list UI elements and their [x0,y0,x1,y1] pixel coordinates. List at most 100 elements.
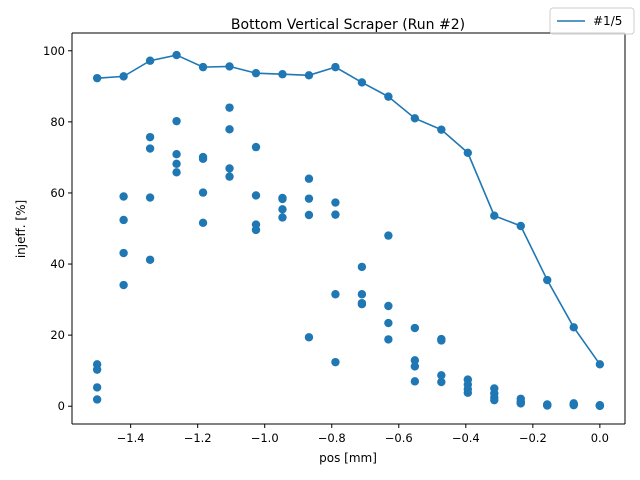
y-tick-label: 20 [50,328,65,342]
x-tick-label: −1.2 [184,431,212,445]
y-axis-ticks: 0 20 40 60 80 100 [43,44,72,413]
scatter-point [145,144,155,153]
y-axis-label: injeff. [%] [14,200,28,258]
scatter-point [92,395,102,404]
legend: #1/5 [549,7,635,35]
line-marker [225,62,234,71]
plot-area [72,33,625,424]
line-marker [251,68,261,78]
line-marker [172,50,181,60]
scatter-point [304,174,314,183]
scatter-point [410,362,420,371]
line-marker [384,92,393,101]
scatter-point [437,371,446,380]
x-axis-label: pos [mm] [319,451,377,465]
line-marker [463,148,473,157]
scatter-point [543,401,552,410]
line-marker [198,62,208,72]
scatter-point [225,103,234,112]
scatter-point [304,210,314,220]
scatter-point [357,300,367,309]
line-marker [595,360,605,369]
scatter-point [278,213,287,222]
y-tick-label: 100 [43,44,65,58]
line-marker [145,56,155,65]
scatter-point [384,231,393,240]
scatter-point [119,248,128,258]
scatter-point [384,301,393,311]
line-marker [569,323,578,332]
scatter-point [92,383,102,392]
chart-title: Bottom Vertical Scraper (Run #2) [231,17,465,33]
scatter-point [145,255,155,264]
line-marker [410,114,420,123]
y-tick-label: 0 [58,399,65,413]
scatter-point [463,388,473,397]
y-tick-label: 40 [50,257,65,271]
scatter-point [198,218,208,228]
scatter-point [172,116,181,126]
scatter-point [251,142,261,152]
x-tick-label: −0.8 [318,431,346,445]
scatter-point [331,357,340,367]
series-line [97,54,601,365]
scatter-point [304,333,314,342]
scatter-point [410,356,420,365]
x-tick-label: −0.2 [519,431,547,445]
scatter-point [225,172,234,181]
data-layer [92,50,605,411]
y-tick-label: 80 [50,115,65,129]
scatter-point [304,194,314,203]
scatter-point [331,210,340,219]
scatter-point [357,290,367,299]
x-tick-label: −1.4 [117,431,145,445]
scatter-point [225,125,234,134]
line-marker [331,62,340,72]
scatter-point [119,215,128,225]
x-tick-label: 0.0 [591,431,609,445]
legend-entry-label: #1/5 [593,14,622,28]
scatter-point [198,154,208,164]
line-marker [437,125,446,134]
scatter-point [278,205,287,214]
line-marker [490,211,499,220]
scatter-point [384,318,393,328]
scatter-point [119,280,128,290]
line-marker [516,221,525,231]
axes-frame [71,32,626,425]
scatter-point [251,191,261,200]
line-marker [92,73,102,83]
x-tick-label: −0.4 [452,431,480,445]
x-tick-label: −1.0 [251,431,279,445]
scatter-point [278,194,287,204]
scatter-point [516,399,525,408]
scatter-point [331,198,340,207]
scatter-point [172,168,181,177]
scatter-point [92,365,102,374]
scatter-point [490,395,499,405]
scatter-point [145,193,155,202]
scatter-point [119,192,128,201]
legend-box [549,7,635,35]
scatter-point [225,164,234,173]
scatter-point [172,150,181,159]
scatter-point [198,188,208,197]
scatter-point [357,262,367,272]
scatter-point [331,290,340,299]
scatter-point [410,323,420,333]
scatter-point [251,225,261,235]
scatter-point [172,159,181,169]
line-marker [304,71,314,80]
scatter-point [410,377,420,386]
line-marker [278,70,287,79]
scatter-point [437,377,446,387]
scatter-point [595,401,605,411]
scatter-point [384,335,393,344]
x-tick-label: −0.6 [385,431,413,445]
scatter-point [569,400,578,410]
line-marker [119,72,128,81]
line-marker [543,275,552,285]
y-tick-label: 60 [50,186,65,200]
x-axis-ticks: −1.4 −1.2 −1.0 −0.8 −0.6 −0.4 −0.2 0.0 [117,424,609,445]
